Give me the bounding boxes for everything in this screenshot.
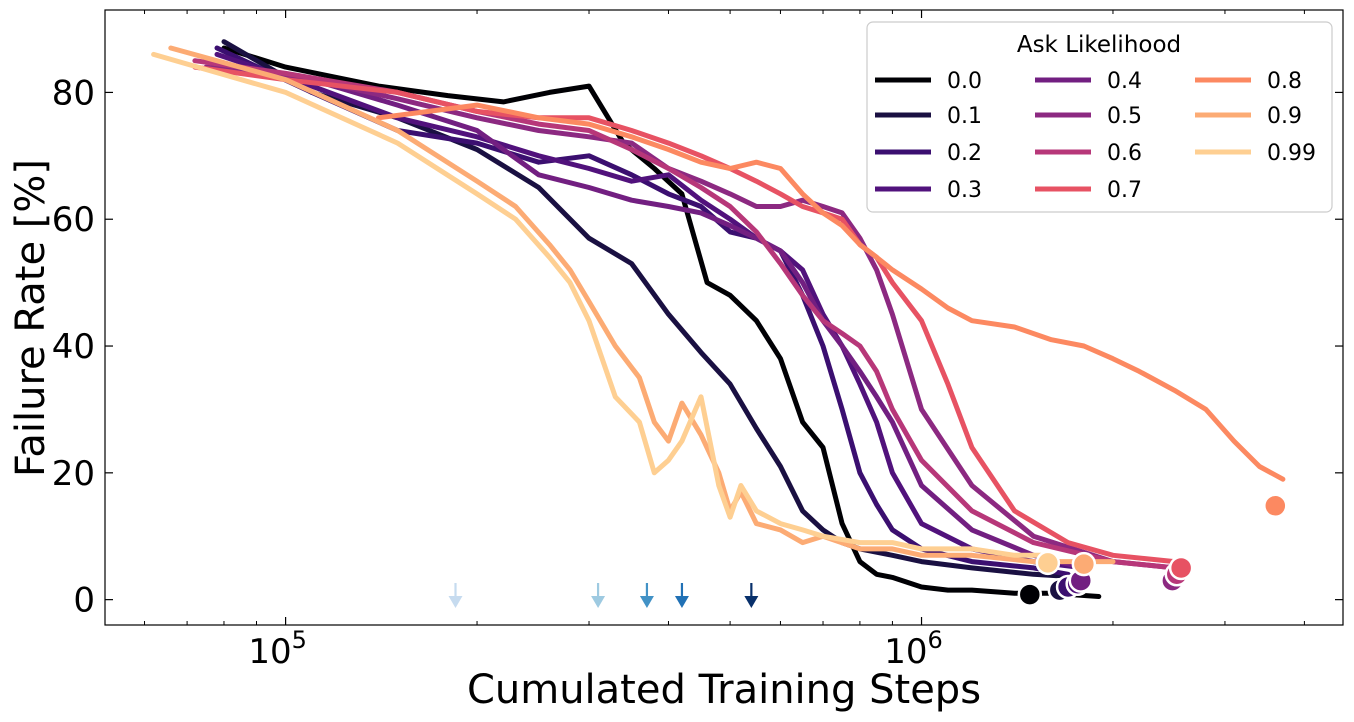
legend-entry: 0.5 (1035, 104, 1142, 129)
step-arrow-3 (674, 583, 689, 608)
legend: Ask Likelihood 0.00.10.20.30.40.50.60.70… (866, 21, 1333, 213)
legend-entry: 0.2 (875, 141, 982, 166)
legend-label: 0.9 (1267, 104, 1302, 129)
end-markers (1017, 493, 1288, 607)
step-arrow-4 (744, 583, 759, 608)
y-tick-label: 40 (52, 327, 95, 367)
y-tick-label: 20 (52, 454, 95, 494)
step-arrow-1 (591, 583, 606, 608)
legend-entry: 0.1 (875, 104, 982, 129)
legend-label: 0.8 (1267, 69, 1302, 94)
legend-entry: 0.7 (1035, 178, 1142, 203)
series-end-marker-8 (1263, 493, 1288, 519)
legend-box (866, 21, 1333, 213)
x-tick-label: 105 (248, 626, 307, 672)
series-line-1 (221, 39, 1087, 580)
legend-label: 0.6 (1107, 141, 1142, 166)
series-line-10 (151, 51, 1054, 558)
legend-entry: 0.6 (1035, 141, 1142, 166)
series-end-marker-0 (1017, 582, 1043, 607)
step-arrows (448, 583, 759, 608)
legend-entry: 0.8 (1195, 69, 1302, 94)
legend-label: 0.2 (947, 141, 982, 166)
y-tick-label: 60 (52, 200, 95, 240)
legend-label: 0.3 (947, 178, 982, 203)
x-axis-title: Cumulated Training Steps (467, 667, 981, 713)
legend-label: 0.7 (1107, 178, 1142, 203)
series-end-marker-10 (1035, 550, 1061, 576)
plot-lines (151, 39, 1286, 599)
legend-title: Ask Likelihood (1017, 32, 1181, 58)
y-axis-title: Failure Rate [%] (8, 159, 54, 477)
legend-label: 0.1 (947, 104, 982, 129)
legend-entry: 0.99 (1195, 141, 1316, 166)
series-line-5 (203, 64, 1178, 571)
legend-entry: 0.0 (875, 69, 982, 94)
legend-label: 0.5 (1107, 104, 1142, 129)
legend-label: 0.4 (1107, 69, 1142, 94)
legend-entries: 0.0 0.1 0.2 0.3 0.4 0.5 0.6 0.7 0.8 0.9 0.99 (875, 69, 1316, 203)
series-line-6 (192, 58, 1178, 571)
legend-entry: 0.4 (1035, 69, 1142, 94)
series-end-marker-7 (1168, 555, 1194, 581)
step-arrow-0 (448, 583, 463, 608)
legend-entry: 0.3 (875, 178, 982, 203)
y-tick-label: 0 (73, 581, 95, 621)
series-line-8 (376, 102, 1286, 482)
series-end-marker-9 (1071, 551, 1097, 577)
x-tick-label: 106 (884, 626, 943, 672)
legend-label: 0.99 (1267, 141, 1316, 166)
step-arrow-2 (639, 583, 654, 608)
series-line-0 (221, 45, 1102, 599)
legend-label: 0.0 (947, 69, 982, 94)
plot-frame (104, 9, 1344, 626)
legend-entry: 0.9 (1195, 104, 1302, 129)
y-tick-label: 80 (52, 73, 95, 113)
